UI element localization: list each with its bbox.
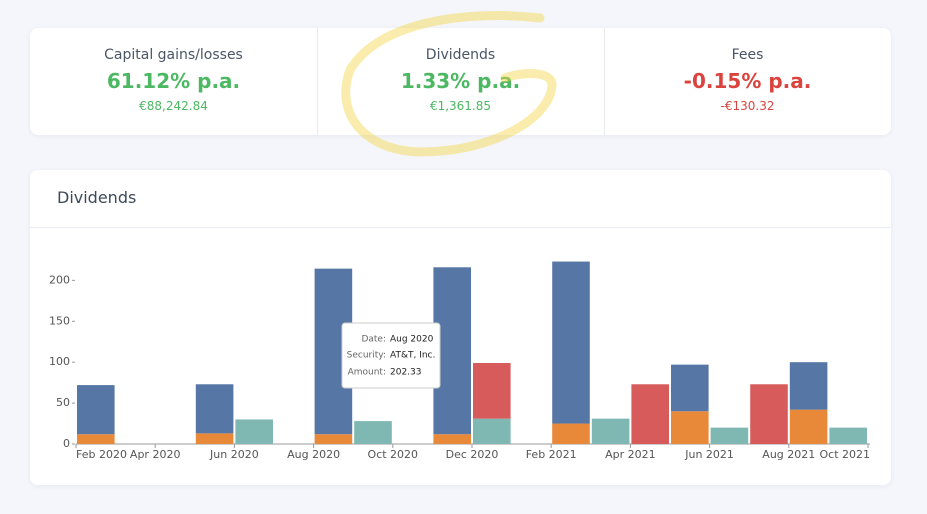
y-tick-label: 50 (56, 396, 70, 409)
tooltip-value: 202.33 (390, 368, 422, 378)
bar-segment (789, 362, 828, 410)
bar-segment (354, 421, 392, 444)
bar-segment (710, 427, 749, 444)
bar-segment (671, 364, 709, 412)
bar-segment (473, 418, 511, 444)
bar-segment (473, 363, 511, 419)
bar-segment (195, 384, 234, 434)
x-tick-label: Feb 2020 (76, 448, 127, 461)
kpi-title: Fees (731, 47, 764, 63)
x-tick-label: Apr 2020 (130, 448, 181, 461)
bar-segment (789, 409, 828, 444)
bar-segment (750, 384, 788, 444)
bar-segment (314, 434, 353, 444)
x-tick-label: Jun 2020 (209, 448, 259, 461)
highlight (341, 11, 557, 157)
bar-segment (671, 411, 709, 444)
kpi: Capital gains/losses 61.12% p.a. €88,242… (30, 28, 318, 135)
kpi-rate: 61.12% p.a. (106, 69, 241, 93)
kpi-amount: -€130.32 (720, 99, 775, 113)
x-tick-label: Jun 2021 (684, 448, 734, 461)
tooltip-label: Date: (361, 335, 386, 345)
y-tick-label: 150 (49, 314, 70, 327)
y-tick-label: 200 (49, 273, 70, 286)
tooltip-value: AT&T, Inc. (390, 351, 435, 361)
kpi-rate: -0.15% p.a. (683, 69, 812, 93)
bar-segment (433, 434, 471, 444)
y-tick-label: 100 (49, 355, 70, 368)
bar-segment (631, 384, 669, 444)
chart-title: Dividends (57, 188, 137, 207)
bar-segment (591, 418, 630, 444)
bar-segment (77, 385, 115, 435)
kpi: Dividends 1.33% p.a. €1,361.85 (317, 28, 605, 135)
bar-segment (552, 423, 590, 444)
tooltip-label: Security: (347, 351, 386, 361)
x-tick-label: Aug 2021 (762, 448, 815, 461)
tooltip-value: Aug 2020 (390, 335, 434, 345)
kpi-rate: 1.33% p.a. (400, 69, 521, 93)
x-tick-label: Oct 2020 (368, 448, 419, 461)
kpi-amount: €88,242.84 (139, 99, 208, 113)
bar-segment (235, 419, 273, 444)
bar-segment (552, 261, 590, 424)
tooltip: Date: Aug 2020 Security: AT&T, Inc. Amount: 2… (341, 322, 441, 389)
x-tick-label: Feb 2021 (526, 448, 577, 461)
kpi-card: Capital gains/losses 61.12% p.a. €88,242… (30, 28, 891, 135)
divider (30, 227, 891, 228)
x-tick-label: Aug 2020 (287, 448, 340, 461)
x-tick-label: Apr 2021 (605, 448, 656, 461)
x-tick-label: Dec 2020 (446, 448, 499, 461)
bar-segment (77, 434, 115, 444)
bar-segment (829, 427, 867, 444)
bar-segment (195, 433, 234, 444)
kpi: Fees -0.15% p.a. -€130.32 (604, 28, 891, 135)
kpi-title: Capital gains/losses (104, 47, 243, 63)
tooltip-box (341, 322, 441, 389)
highlight-stroke (341, 11, 557, 157)
kpi-amount: €1,361.85 (429, 99, 492, 113)
kpi-title: Dividends (425, 47, 496, 63)
x-tick-label: Oct 2021 (819, 448, 870, 461)
tooltip-label: Amount: (348, 368, 386, 378)
y-tick-label: 0 (63, 437, 70, 450)
